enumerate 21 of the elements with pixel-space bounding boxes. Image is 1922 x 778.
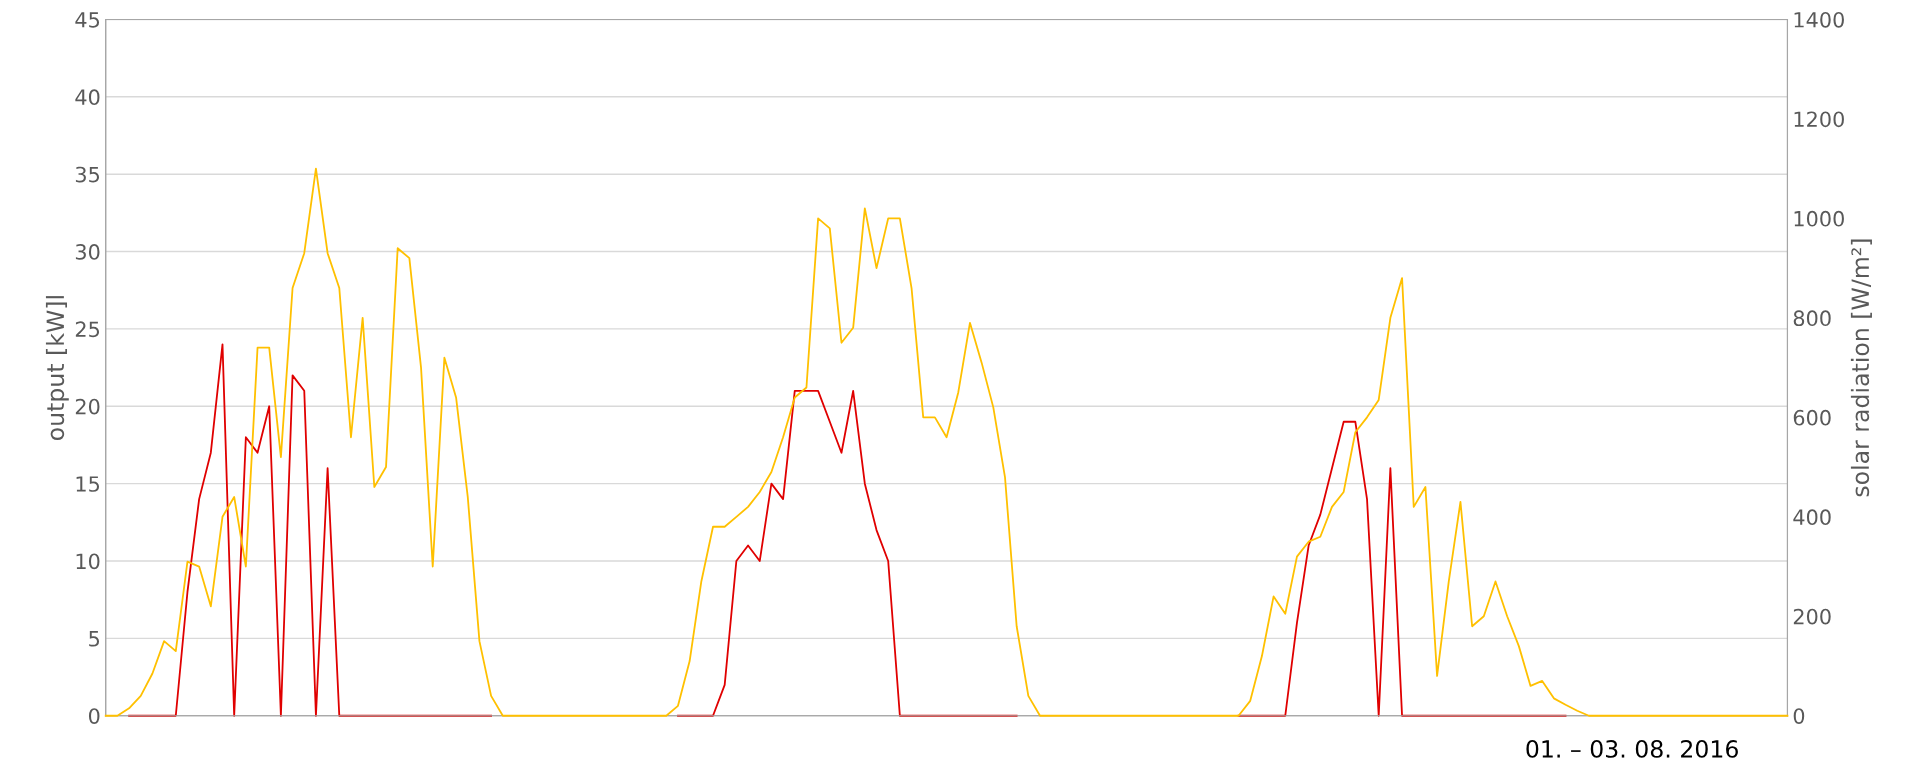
y2-tick-label: 0 <box>1793 708 1805 724</box>
y2-tick-label: 1400 <box>1794 11 1844 28</box>
y-tick-label: 0 <box>88 708 100 724</box>
y-tick-label: 15 <box>76 476 100 492</box>
y2-tick-label: 200 <box>1793 608 1831 625</box>
y-tick-label: 25 <box>75 321 100 338</box>
y2-tick-label: 400 <box>1793 509 1831 526</box>
y2-axis-title: solar radiation [W/m²] <box>1850 239 1872 497</box>
y2-tick-label: 800 <box>1793 310 1831 327</box>
y-tick-label: 5 <box>89 631 100 647</box>
y-tick-label: 10 <box>76 553 100 570</box>
y-tick-label: 30 <box>75 244 100 260</box>
y-tick-label: 40 <box>75 89 100 106</box>
y-tick-label: 35 <box>75 166 100 183</box>
y2-tick-label: 1000 <box>1794 210 1844 227</box>
y-axis-title: output [kW]l <box>45 296 69 440</box>
y2-tick-label: 600 <box>1793 409 1831 426</box>
y-tick-label: 20 <box>75 398 100 415</box>
y2-tick-label: 1200 <box>1794 111 1844 128</box>
text: 01. – 03. 08. 2016 <box>1526 740 1738 758</box>
y-tick-label: 45 <box>75 12 100 28</box>
